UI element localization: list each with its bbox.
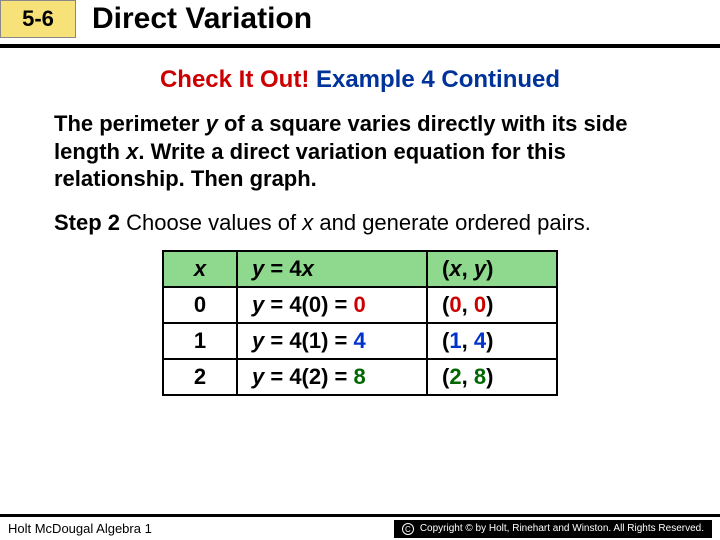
- col-header-eq-mid: = 4: [264, 256, 301, 281]
- cell-eq-1: y = 4(1) = 4: [237, 323, 427, 359]
- cell-pair-1: (1, 4): [427, 323, 557, 359]
- step-label: Step 2: [54, 210, 120, 235]
- step-instruction: Step 2 Choose values of x and generate o…: [54, 209, 666, 237]
- cell-pair-2-a: 2: [449, 364, 461, 389]
- cell-pair-0-close: ): [486, 292, 493, 317]
- problem-text-1: The perimeter: [54, 111, 206, 136]
- header-border: [0, 44, 720, 48]
- problem-var-y: y: [206, 111, 218, 136]
- col-header-pair-mid: ,: [462, 256, 474, 281]
- cell-eq-2-y: y: [252, 364, 264, 389]
- cell-eq-0-mid: = 4(0) =: [264, 292, 353, 317]
- problem-var-x: x: [126, 139, 138, 164]
- cell-x-0: 0: [163, 287, 237, 323]
- page-title: Direct Variation: [92, 2, 312, 36]
- cell-eq-2: y = 4(2) = 8: [237, 359, 427, 395]
- col-header-pair-y: y: [474, 256, 486, 281]
- cell-eq-0: y = 4(0) = 0: [237, 287, 427, 323]
- step-text-2: and generate ordered pairs.: [313, 210, 591, 235]
- cell-pair-2: (2, 8): [427, 359, 557, 395]
- cell-pair-2-b: 8: [474, 364, 486, 389]
- table-container: x y = 4x (x, y) 0 y = 4(0) = 0 (0, 0) 1 …: [54, 250, 666, 396]
- example-number-label: Example 4 Continued: [309, 66, 560, 93]
- col-header-equation: y = 4x: [237, 251, 427, 287]
- ordered-pairs-table: x y = 4x (x, y) 0 y = 4(0) = 0 (0, 0) 1 …: [162, 250, 558, 396]
- cell-pair-2-mid: ,: [462, 364, 474, 389]
- col-header-eq-x: x: [302, 256, 314, 281]
- step-var-x: x: [302, 210, 313, 235]
- footer-bar: Holt McDougal Algebra 1 C Copyright © by…: [0, 514, 720, 540]
- cell-pair-1-a: 1: [449, 328, 461, 353]
- cell-eq-2-mid: = 4(2) =: [264, 364, 353, 389]
- header-bar: 5-6 Direct Variation: [0, 0, 720, 48]
- table-row: 1 y = 4(1) = 4 (1, 4): [163, 323, 557, 359]
- cell-pair-0-a: 0: [449, 292, 461, 317]
- cell-pair-1-b: 4: [474, 328, 486, 353]
- table-header-row: x y = 4x (x, y): [163, 251, 557, 287]
- col-header-pair-x: x: [449, 256, 461, 281]
- col-header-eq-y: y: [252, 256, 264, 281]
- footer-copyright: C Copyright © by Holt, Rinehart and Wins…: [394, 520, 712, 538]
- cell-pair-0-b: 0: [474, 292, 486, 317]
- cell-eq-0-y: y: [252, 292, 264, 317]
- check-it-out-label: Check It Out!: [160, 66, 309, 93]
- content-area: Check It Out! Example 4 Continued The pe…: [0, 48, 720, 396]
- cell-x-1: 1: [163, 323, 237, 359]
- table-row: 2 y = 4(2) = 8 (2, 8): [163, 359, 557, 395]
- problem-statement: The perimeter y of a square varies direc…: [54, 110, 666, 193]
- col-header-pair-close: ): [486, 256, 493, 281]
- footer-copyright-text: Copyright © by Holt, Rinehart and Winsto…: [420, 523, 704, 534]
- example-heading: Check It Out! Example 4 Continued: [54, 66, 666, 94]
- col-header-x-text: x: [194, 256, 206, 281]
- cell-eq-1-y: y: [252, 328, 264, 353]
- cell-pair-1-close: ): [486, 328, 493, 353]
- cell-eq-1-mid: = 4(1) =: [264, 328, 353, 353]
- cell-eq-0-res: 0: [354, 292, 366, 317]
- cell-pair-1-mid: ,: [462, 328, 474, 353]
- footer-book-title: Holt McDougal Algebra 1: [8, 521, 152, 536]
- cell-eq-2-res: 8: [354, 364, 366, 389]
- cell-pair-0-mid: ,: [462, 292, 474, 317]
- section-number: 5-6: [22, 6, 54, 32]
- cell-eq-1-res: 4: [354, 328, 366, 353]
- col-header-pair: (x, y): [427, 251, 557, 287]
- col-header-x: x: [163, 251, 237, 287]
- step-text-1: Choose values of: [120, 210, 302, 235]
- cell-pair-2-close: ): [486, 364, 493, 389]
- copyright-icon: C: [402, 523, 414, 535]
- cell-pair-0: (0, 0): [427, 287, 557, 323]
- section-badge: 5-6: [0, 0, 76, 38]
- cell-x-2: 2: [163, 359, 237, 395]
- table-row: 0 y = 4(0) = 0 (0, 0): [163, 287, 557, 323]
